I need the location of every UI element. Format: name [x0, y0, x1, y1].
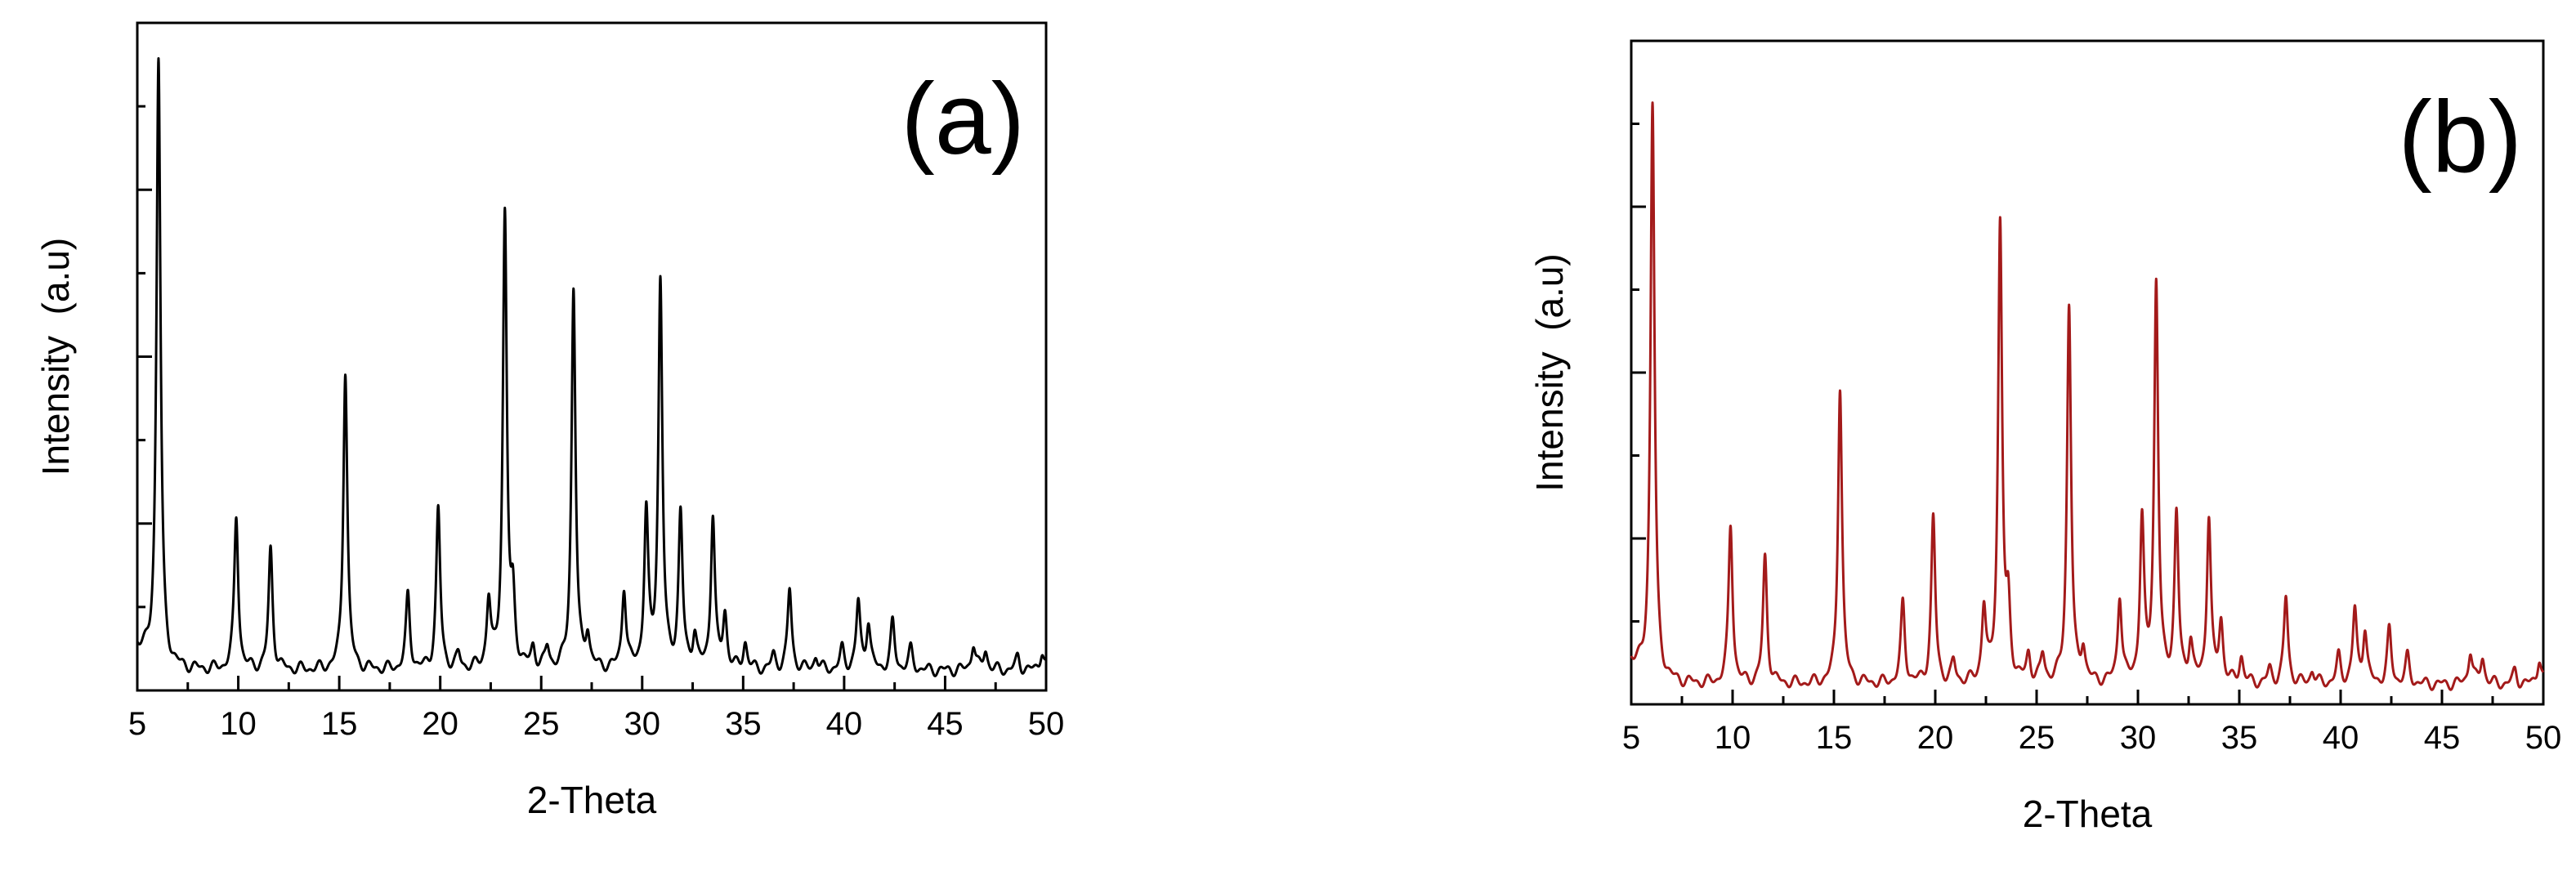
panel-label-b: (b): [2398, 81, 2522, 194]
x-tick-label-a-3: 20: [422, 706, 458, 742]
x-tick-label-b-2: 15: [1816, 720, 1853, 756]
x-tick-label-a-4: 25: [523, 706, 560, 742]
x-tick-label-b-1: 10: [1715, 720, 1751, 756]
x-ticks-b: 5 10 15 20 25 30 35 40 45 50: [1622, 690, 2561, 756]
x-tick-label-b-5: 30: [2120, 720, 2157, 756]
x-tick-label-b-4: 25: [2019, 720, 2055, 756]
x-tick-label-a-8: 45: [927, 706, 964, 742]
x-tick-label-a-1: 10: [220, 706, 257, 742]
x-axis-label-a: 2-Theta: [527, 779, 657, 821]
x-ticks-a: 5 10 15 20 25 30 35 40 45 50: [128, 676, 1064, 742]
y-ticks-b: [1631, 39, 1646, 706]
x-tick-label-a-2: 15: [321, 706, 358, 742]
x-tick-label-b-9: 50: [2525, 720, 2562, 756]
y-axis-label-b: Intensity (a.u): [1528, 253, 1571, 491]
x-tick-label-b-7: 40: [2323, 720, 2359, 756]
x-tick-label-b-6: 35: [2221, 720, 2258, 756]
xrd-pattern-line-a: [136, 56, 1048, 677]
x-tick-label-a-5: 30: [624, 706, 661, 742]
panel-b: 5 10 15 20 25 30 35 40 45 50 (b) 2-Theta Intensit…: [1528, 39, 2561, 835]
panel-a: 5 10 15 20 25 30 35 40 45 50 (a) 2-Theta Intensit…: [34, 21, 1064, 821]
xrd-pattern-line-b: [1630, 101, 2545, 691]
x-tick-label-a-0: 5: [128, 706, 146, 742]
x-tick-label-b-3: 20: [1917, 720, 1954, 756]
y-axis-label-a: Intensity (a.u): [34, 238, 77, 476]
panel-label-a: (a): [901, 63, 1025, 176]
x-tick-label-b-8: 45: [2424, 720, 2461, 756]
x-tick-label-b-0: 5: [1622, 720, 1640, 756]
x-tick-label-a-9: 50: [1028, 706, 1065, 742]
x-tick-label-a-6: 35: [725, 706, 762, 742]
x-tick-label-a-7: 40: [826, 706, 863, 742]
x-axis-label-b: 2-Theta: [2023, 793, 2153, 835]
y-ticks-a: [137, 21, 152, 692]
